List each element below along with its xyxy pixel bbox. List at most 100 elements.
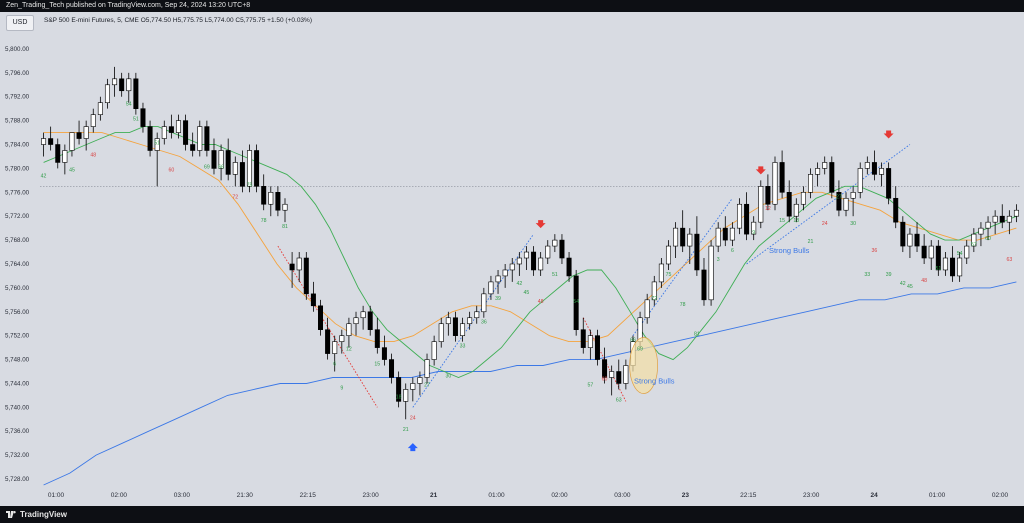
candle-count-label: 48 [921,278,927,284]
candle-body [69,132,75,151]
candle-count-label: 72 [651,296,657,302]
candle-body [112,78,118,86]
candle-count-label: 51 [935,266,941,272]
candle-body [289,263,295,271]
candle-body [793,203,799,217]
candle-body [325,329,331,354]
candle-body [843,197,849,211]
candle-body [687,233,693,247]
candle-body [389,359,395,378]
candle-body [367,311,373,330]
candle-body [538,257,544,271]
price-tick-label: 5,792.00 [5,94,30,101]
candle-body [573,275,579,330]
candle-count-label: 42 [516,281,522,287]
candle-count-label: 48 [538,299,544,305]
candle-body [438,323,444,342]
candle-body [161,126,167,139]
candle-count-label: 78 [261,218,267,224]
candle-body [83,126,89,139]
candle-body [140,108,146,127]
candle-body [715,227,721,247]
candle-body [921,245,927,259]
candle-body [282,203,288,211]
candle-count-label: 21 [403,427,409,433]
candle-body [1006,215,1012,223]
candle-count-label: 51 [133,117,139,123]
time-tick-label: 01:00 [929,492,946,499]
chart-area[interactable]: 5,800.00 5,796.00 5,792.00 5,788.00 5,784.00… [0,12,1024,506]
candle-body [772,162,778,205]
candle-body [488,281,494,295]
candle-count-label: 30 [850,221,856,227]
candle-count-label: 30 [445,373,451,379]
candle-count-label: 39 [886,272,892,278]
candle-body [225,150,231,175]
candle-body [190,144,196,151]
currency-button[interactable]: USD [6,15,34,31]
candle-count-label: 75 [666,272,672,278]
candle-count-label: 69 [637,347,643,353]
candle-body [502,269,508,277]
candle-count-label: 27 [424,382,430,388]
candle-count-label: 24 [410,415,416,421]
brand-label: TradingView [20,510,67,519]
price-tick-label: 5,740.00 [5,404,30,411]
price-tick-label: 5,788.00 [5,118,30,125]
candle-body [942,257,948,271]
candle-body [602,359,608,378]
candle-body [48,138,54,145]
price-tick-label: 5,744.00 [5,380,30,387]
trend-line [412,233,534,408]
trend-line [277,245,378,408]
candle-count-label: 66 [630,338,636,344]
price-chart[interactable]: 5,800.00 5,796.00 5,792.00 5,788.00 5,784.00… [0,12,1024,506]
candle-body [168,126,174,133]
candle-body [417,377,423,384]
candle-body [779,162,785,193]
candle-body [651,281,657,301]
candle-count-label: 60 [985,236,991,242]
candle-body [339,335,345,342]
candle-body [509,263,515,271]
candle-body [460,323,466,336]
candle-body [467,317,473,325]
candle-body [403,389,409,402]
candle-body [353,317,359,325]
candle-count-label: 54 [573,299,579,305]
candle-count-label: 54 [126,102,132,108]
candle-body [531,251,537,271]
candle-body [232,162,238,175]
candle-body [431,341,437,360]
candle-body [786,192,792,217]
candle-count-label: 78 [680,302,686,308]
candle-body [559,239,565,259]
candle-body [410,383,416,390]
candle-body [950,257,956,277]
candle-body [197,126,203,151]
candle-count-label: 60 [602,376,608,382]
candle-count-label: 18 [793,218,799,224]
candle-body [658,263,664,283]
candle-count-label: 51 [154,141,160,147]
candle-body [183,120,189,145]
candle-body [985,221,991,229]
candle-body [978,227,984,235]
candle-body [1013,209,1019,217]
candle-body [474,311,480,319]
candle-body [836,192,842,211]
time-tick-label: 21:30 [237,492,254,499]
candle-count-label: 6 [333,362,336,368]
candle-body [900,221,906,247]
candle-body [147,126,153,151]
price-tick-label: 5,780.00 [5,165,30,172]
candle-body [680,227,686,247]
candle-body [957,257,963,277]
candle-body [722,227,728,241]
candle-count-label: 3 [717,257,720,263]
candle-body [303,257,309,295]
candle-body [268,192,274,205]
candle-body [871,162,877,175]
time-tick-label: 23:00 [363,492,380,499]
time-tick-label: 02:00 [111,492,128,499]
